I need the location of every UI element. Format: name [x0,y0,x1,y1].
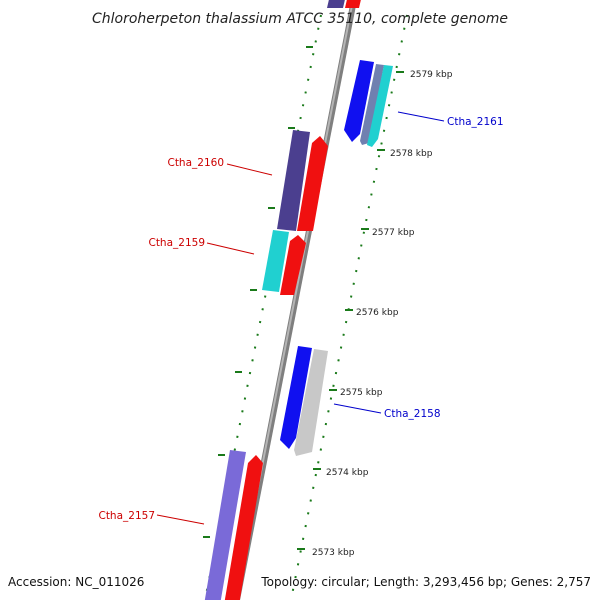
cds-red-2157[interactable] [224,455,263,600]
cds-ctha-2158[interactable] [280,346,312,449]
gene-label-ctha-2160[interactable]: Ctha_2160 [167,157,224,169]
tick-label-2575: 2575 kbp [340,388,383,398]
cds-cyan-fwd[interactable] [367,65,393,147]
gene-leader-lines [156,111,445,525]
cds-ctha-2160[interactable] [277,130,310,231]
gene-label-ctha-2159[interactable]: Ctha_2159 [148,237,205,249]
map-title: Chloroherpeton thalassium ATCC 35110, co… [92,11,508,27]
tick-label-2573: 2573 kbp [312,548,355,558]
cds-top-red[interactable] [345,0,362,8]
cds-red-2159[interactable] [280,235,306,295]
tick-label-2579: 2579 kbp [410,70,453,80]
gene-label-ctha-2158[interactable]: Ctha_2158 [384,408,441,420]
cds-ctha-2161[interactable] [344,60,374,142]
major-ticks [203,46,404,550]
tick-label-2576: 2576 kbp [356,308,399,318]
tick-label-2577: 2577 kbp [372,228,415,238]
cds-top-purple[interactable] [327,0,346,8]
gene-labels: Ctha_2161 Ctha_2160 Ctha_2159 Ctha_2158 … [98,116,503,522]
cds-slate[interactable] [360,64,384,145]
cds-red-2160[interactable] [297,136,328,231]
cds-gray[interactable] [294,349,328,456]
gene-label-ctha-2157[interactable]: Ctha_2157 [98,510,155,522]
tick-label-2574: 2574 kbp [326,468,369,478]
accession-text: Accession: NC_011026 [8,575,144,589]
tick-labels: 2579 kbp 2578 kbp 2577 kbp 2576 kbp 2575… [312,70,453,558]
tick-label-2578: 2578 kbp [390,149,433,159]
cds-ctha-2157[interactable] [204,450,246,600]
cds-ctha-2159[interactable] [262,230,289,292]
gene-label-ctha-2161[interactable]: Ctha_2161 [447,116,504,128]
genome-summary-text: Topology: circular; Length: 3,293,456 bp… [260,575,591,589]
cds-features [204,0,393,600]
